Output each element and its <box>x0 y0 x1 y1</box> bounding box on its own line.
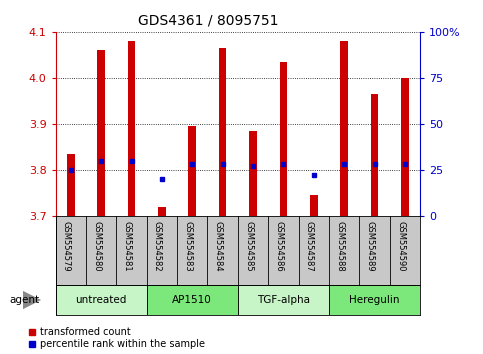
Bar <box>147 285 238 315</box>
Text: GSM554585: GSM554585 <box>244 222 253 272</box>
Text: GSM554589: GSM554589 <box>366 222 375 272</box>
Polygon shape <box>23 291 41 309</box>
Bar <box>249 131 257 216</box>
Bar <box>56 285 147 315</box>
Text: Heregulin: Heregulin <box>349 295 400 305</box>
Text: GSM554579: GSM554579 <box>62 222 71 272</box>
Text: GSM554581: GSM554581 <box>123 222 131 272</box>
Text: GSM554580: GSM554580 <box>92 222 101 272</box>
Text: TGF-alpha: TGF-alpha <box>257 295 310 305</box>
Bar <box>341 41 348 216</box>
Bar <box>238 285 329 315</box>
Bar <box>310 195 318 216</box>
Text: GSM554588: GSM554588 <box>335 222 344 272</box>
Bar <box>158 207 166 216</box>
Text: GSM554582: GSM554582 <box>153 222 162 272</box>
Bar <box>280 62 287 216</box>
Text: untreated: untreated <box>75 295 127 305</box>
Legend: transformed count, percentile rank within the sample: transformed count, percentile rank withi… <box>29 327 205 349</box>
Bar <box>401 78 409 216</box>
Bar <box>128 41 135 216</box>
Bar <box>371 94 378 216</box>
Bar <box>329 285 420 315</box>
Bar <box>188 126 196 216</box>
Text: AP1510: AP1510 <box>172 295 212 305</box>
Text: agent: agent <box>10 295 40 305</box>
Text: GSM554584: GSM554584 <box>213 222 223 272</box>
Text: GSM554586: GSM554586 <box>274 222 284 272</box>
Text: GSM554587: GSM554587 <box>305 222 314 272</box>
Bar <box>98 50 105 216</box>
Bar <box>67 154 74 216</box>
Bar <box>219 48 227 216</box>
Title: GDS4361 / 8095751: GDS4361 / 8095751 <box>139 14 279 28</box>
Text: GSM554590: GSM554590 <box>396 222 405 272</box>
Text: GSM554583: GSM554583 <box>183 222 192 272</box>
